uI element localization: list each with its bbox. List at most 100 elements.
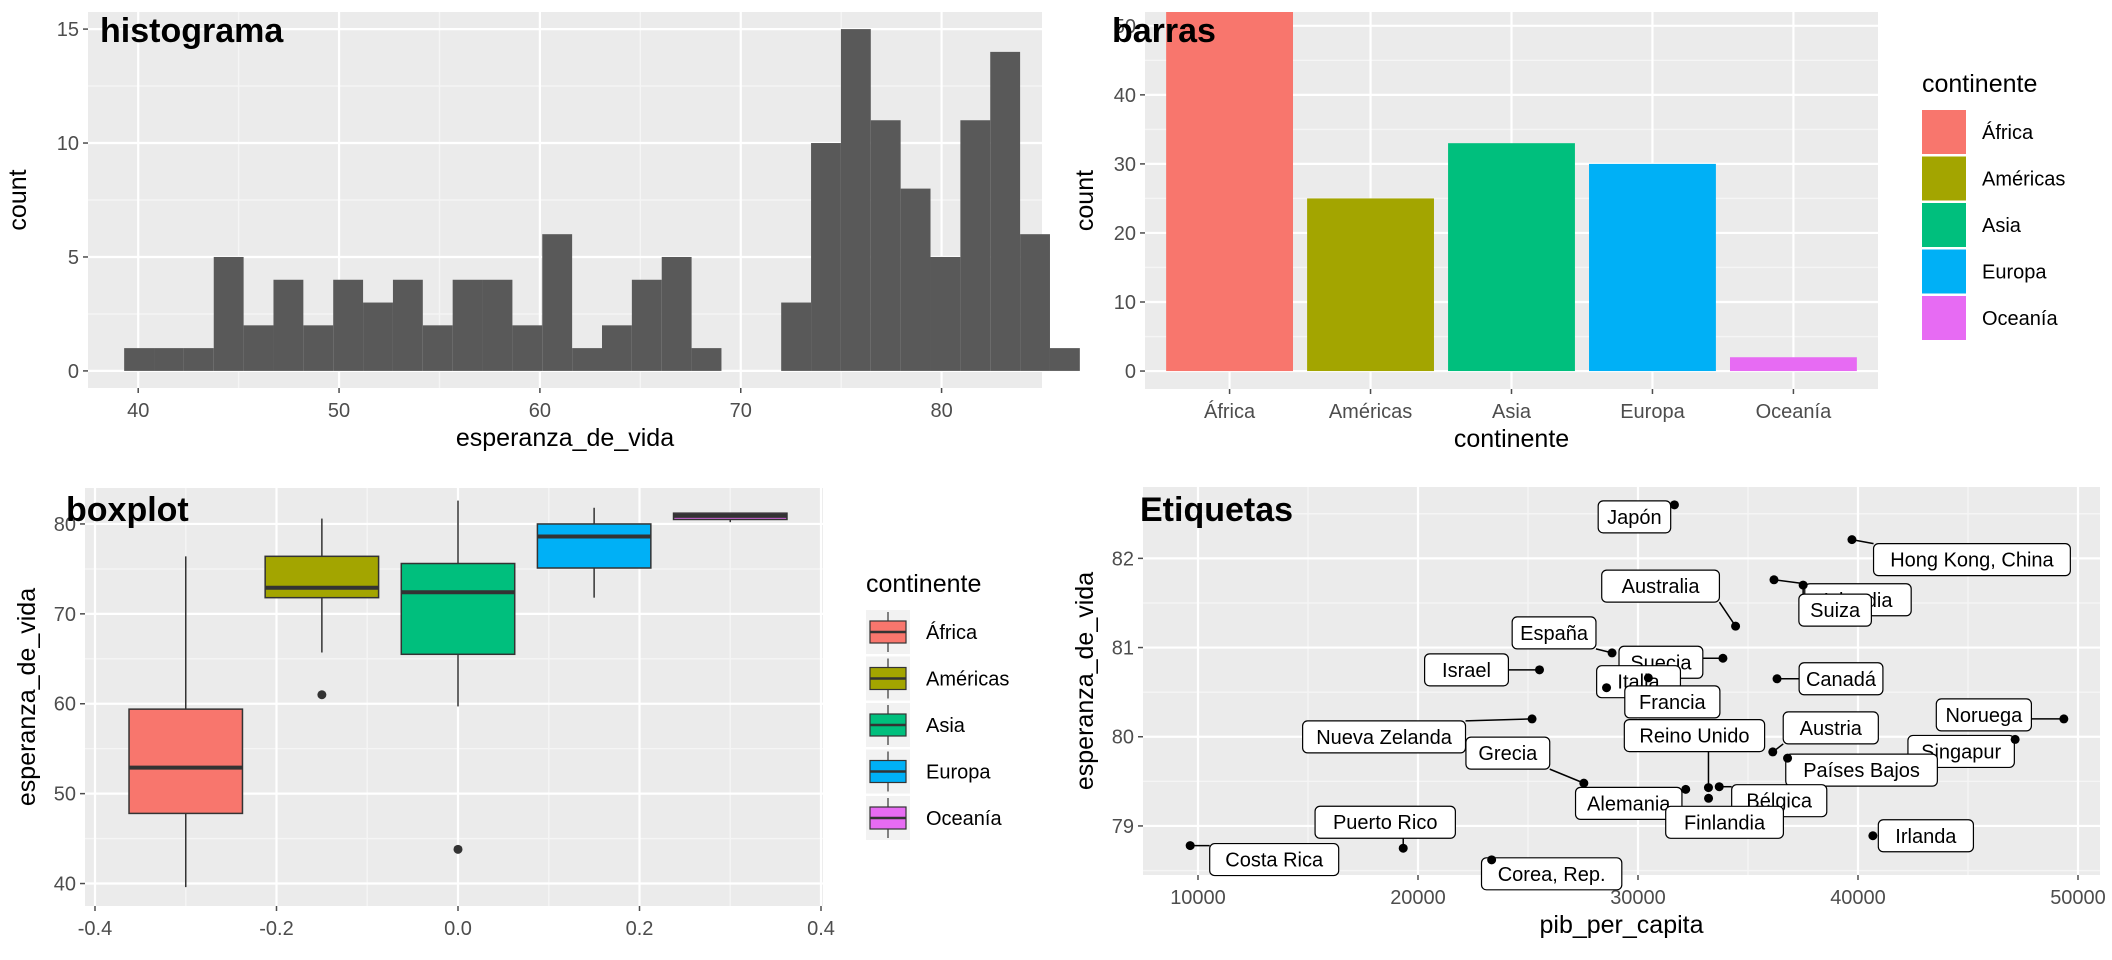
point-label: Costa Rica: [1225, 850, 1324, 872]
point-label: Grecia: [1478, 743, 1538, 765]
histogram-bar: [333, 279, 364, 371]
y-tick-label: 80: [54, 514, 76, 536]
point-label: Países Bajos: [1803, 760, 1920, 782]
x-tick-label: 0.0: [444, 918, 472, 940]
x-axis-title: continente: [1454, 425, 1569, 453]
scatter-point: [1487, 855, 1497, 865]
point-label: Canadá: [1806, 669, 1877, 691]
y-tick-label: 81: [1112, 638, 1134, 660]
label-box: [1782, 711, 1879, 745]
bar: [1589, 163, 1716, 372]
scatter-point: [2010, 734, 2020, 744]
legend-label: Américas: [926, 669, 1009, 691]
histogram-bar: [601, 325, 632, 371]
histogram-bar: [1049, 348, 1080, 371]
y-tick-label: 79: [1112, 816, 1134, 838]
label-leader-line: [1465, 718, 1533, 722]
point-label: Irlanda: [1895, 826, 1957, 848]
panel-tag-title: barras: [1112, 12, 1216, 50]
bar: [1166, 12, 1294, 372]
legend-title: continente: [1922, 70, 2037, 98]
point-label: Francia: [1639, 692, 1707, 714]
x-tick-label: África: [1204, 400, 1256, 423]
scatter-point: [1527, 714, 1537, 724]
scatter-point: [1798, 580, 1808, 590]
legend-key-swatch: [1922, 249, 1966, 294]
x-tick-label: 70: [730, 400, 752, 422]
scatter-point: [1703, 783, 1713, 793]
legend-label: África: [1982, 121, 2034, 144]
label-box: [1935, 698, 2033, 732]
x-tick-label: 30000: [1610, 887, 1666, 909]
x-tick-label: 50000: [2050, 887, 2106, 909]
y-tick-label: 50: [1114, 16, 1136, 38]
histogram-bar: [183, 348, 214, 371]
label-box: [1209, 842, 1340, 877]
x-tick-label: 0.2: [626, 918, 654, 940]
legend-label: Europa: [1982, 262, 2047, 284]
legend-label: África: [926, 621, 978, 644]
x-tick-label: 60: [529, 400, 551, 422]
legend: continente África Américas Asia Europa Oceaní…: [866, 570, 1009, 840]
scatter-point: [1868, 831, 1878, 841]
y-tick-label: 10: [57, 133, 79, 155]
histogram-bar: [960, 120, 991, 371]
y-axis-title: esperanza_de_vida: [13, 588, 41, 806]
point-label: Finlandia: [1684, 812, 1766, 834]
histogram-bar: [512, 325, 543, 371]
histogram-bar: [930, 256, 961, 371]
scatter-point: [1643, 673, 1653, 683]
y-axis-title: count: [4, 169, 32, 230]
histogram-bar: [781, 302, 812, 371]
y-tick-label: 70: [54, 604, 76, 626]
panel-tag-title: histograma: [100, 12, 284, 50]
chart-panel-scatter: 79 80 81 82 10000 20000 30000 40000 50000 pib_per…: [1071, 487, 2106, 939]
scatter-point: [1669, 500, 1679, 510]
scatter-point: [1768, 747, 1778, 757]
label-box: [1785, 753, 1938, 787]
label-box: [1597, 500, 1672, 534]
point-label: Singapur: [1921, 741, 2001, 763]
label-box: [1511, 616, 1597, 650]
y-tick-label: 10: [1114, 292, 1136, 314]
label-box: [1314, 805, 1456, 839]
box-iqr: [536, 523, 652, 569]
point-label: España: [1520, 623, 1589, 645]
box-outlier-point: [453, 844, 463, 854]
x-axis-title: pib_per_capita: [1539, 911, 1703, 939]
y-tick-label: 20: [1114, 223, 1136, 245]
point-label: Australia: [1622, 576, 1701, 598]
x-tick-label: Asia: [1492, 401, 1532, 423]
x-tick-label: Europa: [1620, 401, 1685, 423]
legend-label: Asia: [1982, 215, 2022, 237]
legend-key-swatch: [1922, 156, 1966, 201]
x-tick-label: 40: [127, 400, 149, 422]
histogram-bar: [452, 279, 483, 371]
histogram-bar: [661, 256, 692, 371]
label-box: [1877, 819, 1975, 853]
point-label: Reino Unido: [1639, 726, 1749, 748]
label-box: [1623, 718, 1766, 753]
x-tick-label: Américas: [1329, 401, 1412, 423]
label-box: [1302, 720, 1467, 754]
histogram-bar: [1020, 234, 1050, 371]
y-tick-label: 50: [54, 784, 76, 806]
legend-label: Oceanía: [1982, 308, 2058, 330]
histogram-bar: [363, 302, 393, 371]
legend-label: Asia: [926, 715, 966, 737]
y-tick-label: 15: [57, 19, 79, 41]
histogram-bar: [392, 279, 423, 371]
scatter-point: [1681, 784, 1691, 794]
scatter-point: [1769, 575, 1779, 585]
histogram-bar: [840, 29, 871, 371]
scatter-point: [1704, 793, 1714, 803]
x-tick-label: 80: [930, 400, 952, 422]
box-outlier-point: [317, 690, 327, 700]
y-tick-label: 5: [68, 247, 79, 269]
label-box: [1465, 736, 1551, 770]
point-label: Alemania: [1587, 793, 1671, 815]
x-tick-label: 40000: [1830, 887, 1886, 909]
label-leader-line: [1549, 768, 1585, 784]
legend: continente África Américas Asia Europa Oceaní…: [1922, 70, 2065, 340]
